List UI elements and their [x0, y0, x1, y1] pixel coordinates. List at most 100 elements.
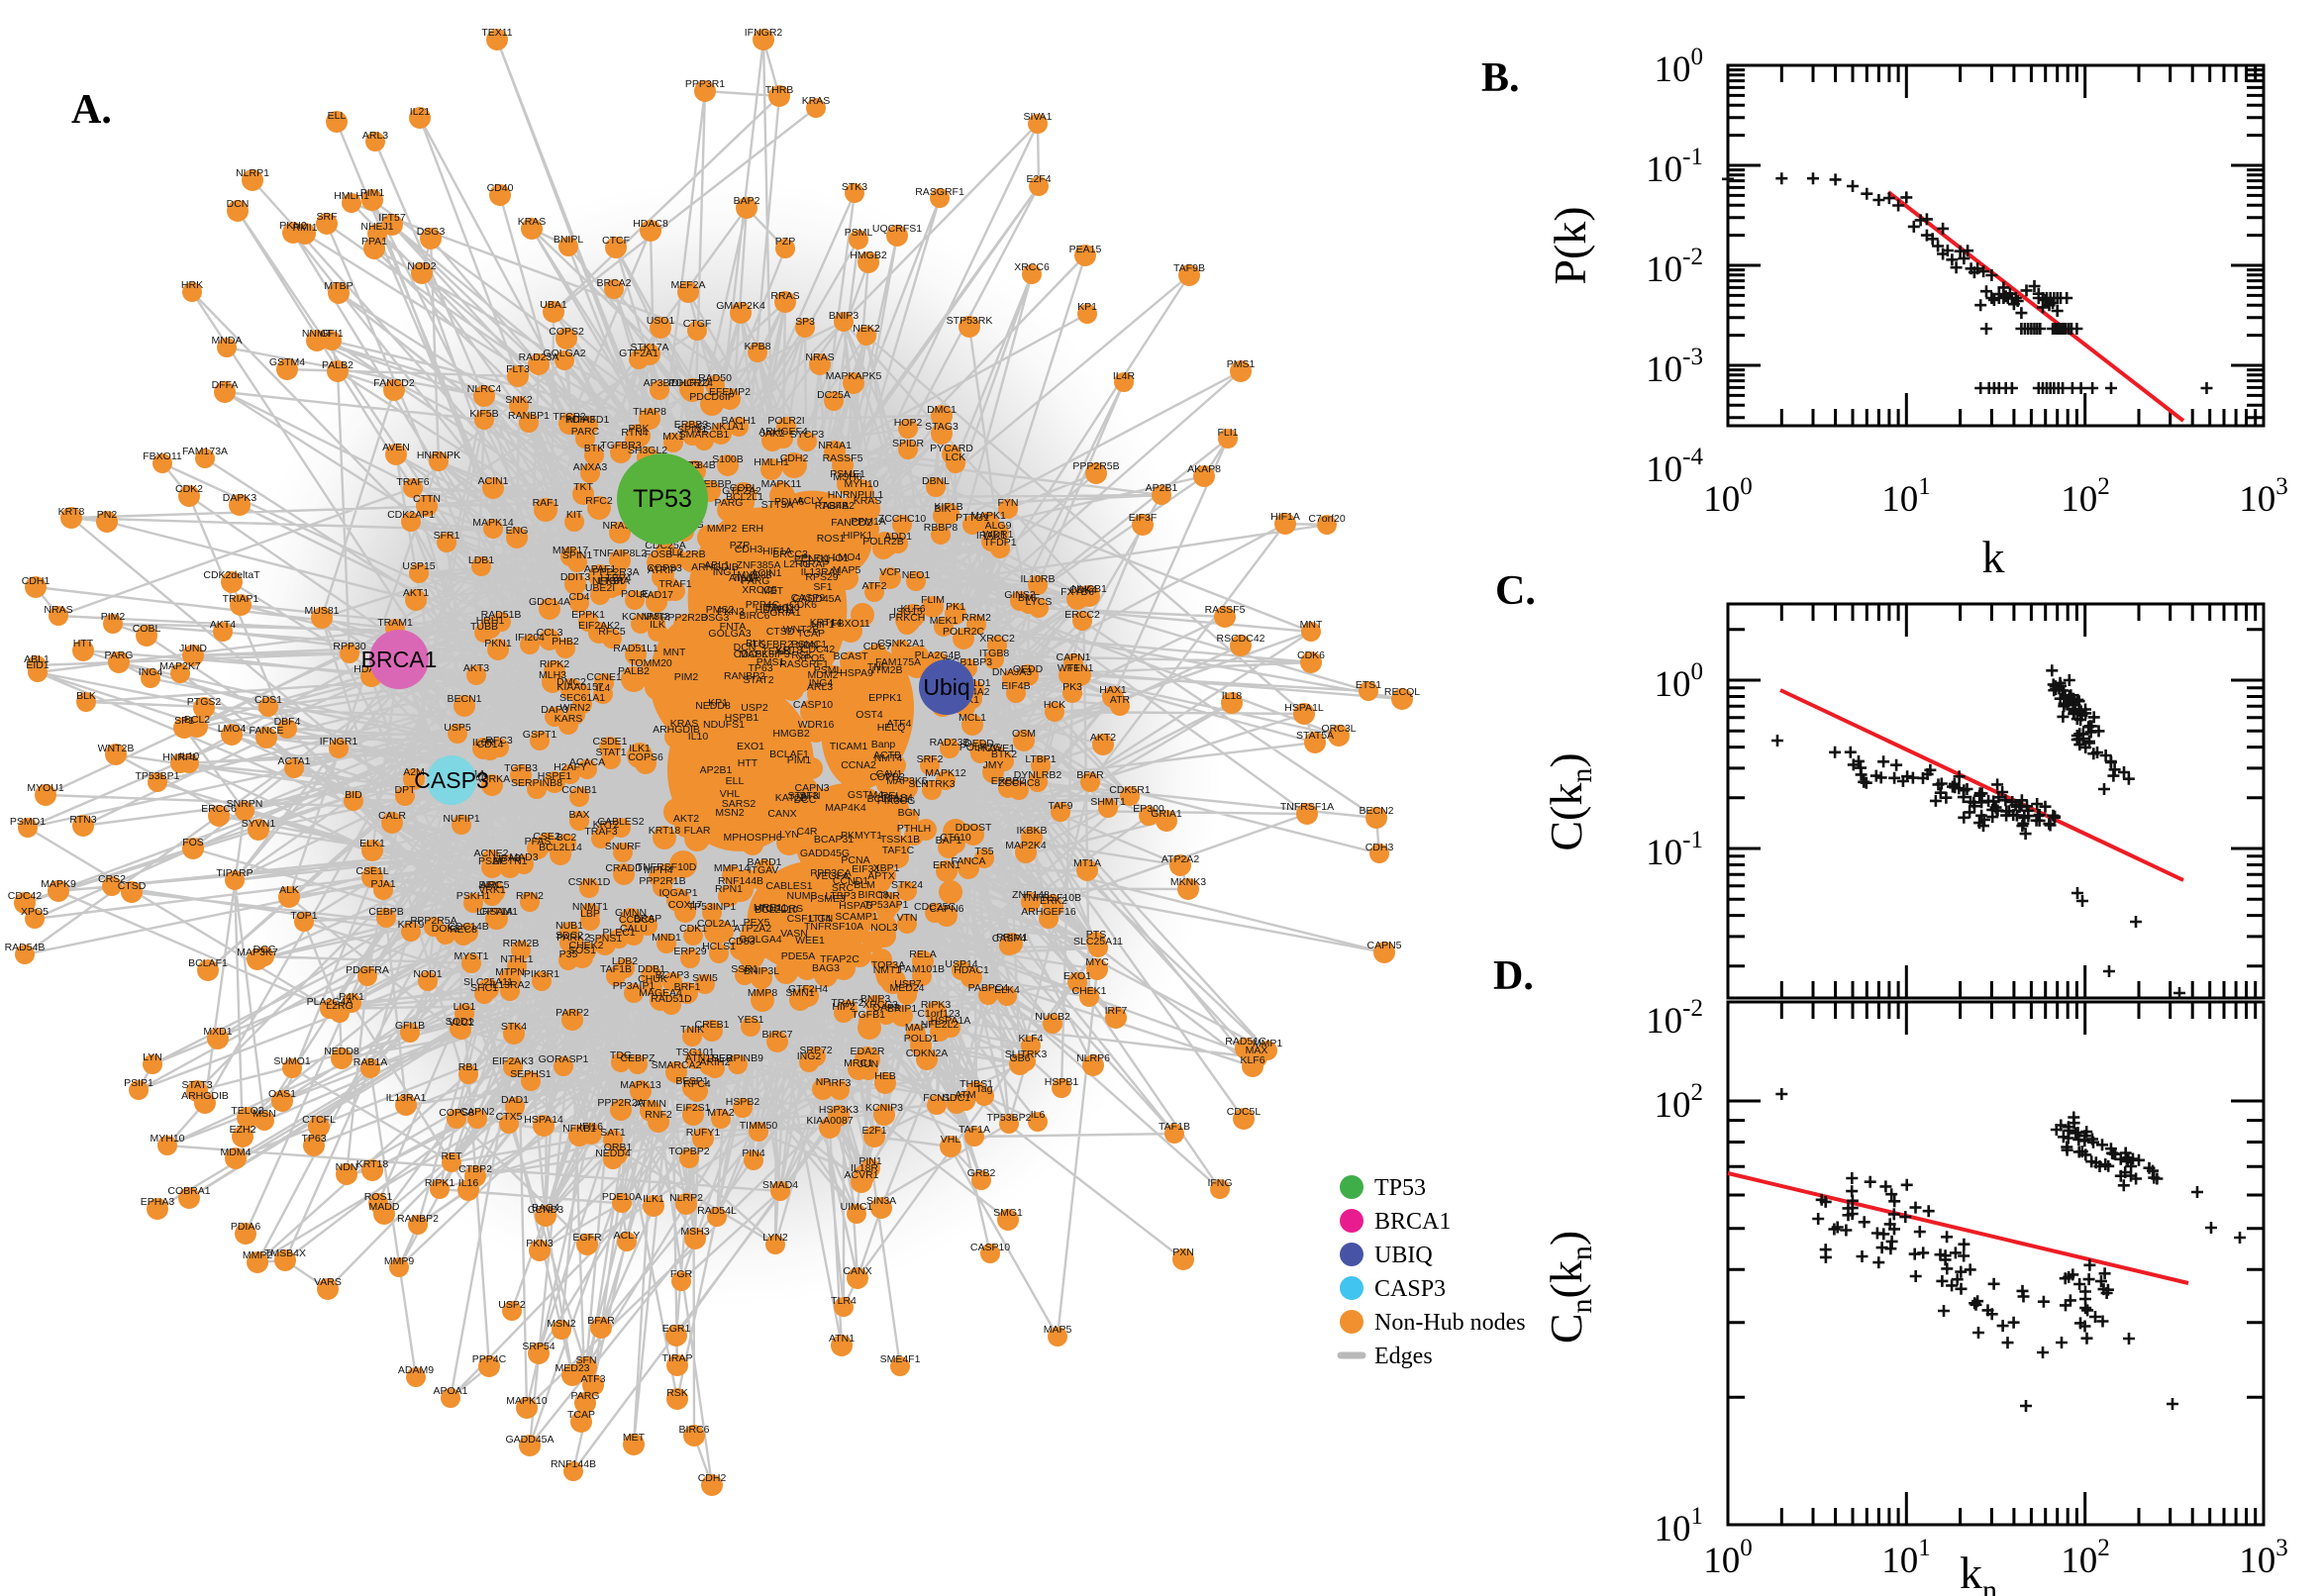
svg-text:PARK2: PARK2 — [556, 932, 590, 944]
svg-text:ARIH2: ARIH2 — [700, 1056, 731, 1068]
svg-text:HSPA14: HSPA14 — [524, 1114, 563, 1126]
svg-text:NR4A1: NR4A1 — [818, 440, 852, 451]
svg-text:PDIA6: PDIA6 — [774, 496, 805, 508]
svg-text:STAT1: STAT1 — [595, 747, 626, 758]
svg-text:ERN1: ERN1 — [933, 859, 960, 871]
svg-text:IL4R: IL4R — [1113, 370, 1136, 382]
svg-text:STK24: STK24 — [891, 879, 923, 891]
svg-text:BAG4: BAG4 — [532, 1202, 559, 1214]
svg-text:RAB1A: RAB1A — [354, 1056, 387, 1068]
svg-text:SHMT1: SHMT1 — [1090, 796, 1126, 808]
svg-text:TIRAP: TIRAP — [662, 1352, 693, 1364]
svg-text:NNMT: NNMT — [302, 328, 333, 340]
svg-text:FLT3: FLT3 — [506, 363, 530, 375]
svg-text:TAF1B: TAF1B — [600, 963, 632, 975]
svg-text:SOS1: SOS1 — [568, 945, 596, 956]
svg-text:ACLY: ACLY — [797, 495, 824, 507]
svg-text:IKBKB: IKBKB — [1017, 825, 1048, 837]
svg-text:MMP14: MMP14 — [714, 862, 750, 874]
svg-text:ELK1: ELK1 — [359, 838, 385, 849]
svg-text:YES1: YES1 — [738, 1014, 764, 1026]
svg-text:CASP4: CASP4 — [992, 933, 1027, 945]
svg-text:ITGAV: ITGAV — [749, 864, 779, 876]
svg-text:ERBB2: ERBB2 — [991, 775, 1026, 787]
svg-text:DDOST: DDOST — [956, 822, 992, 834]
svg-text:BGN: BGN — [898, 807, 921, 819]
svg-text:ARL3: ARL3 — [362, 130, 388, 142]
svg-text:PSML: PSML — [845, 227, 873, 239]
svg-text:RAD51C: RAD51C — [1225, 1036, 1266, 1047]
svg-text:RET: RET — [442, 1150, 463, 1162]
svg-text:CDC42: CDC42 — [801, 644, 836, 655]
svg-text:LMO4: LMO4 — [833, 551, 861, 563]
svg-text:KRAS: KRAS — [854, 495, 882, 507]
svg-text:SP3: SP3 — [795, 316, 815, 328]
svg-text:BRCA1: BRCA1 — [361, 647, 438, 672]
svg-text:BTK: BTK — [584, 443, 604, 454]
svg-text:CT610: CT610 — [940, 832, 971, 844]
svg-text:EXO1: EXO1 — [737, 741, 764, 752]
svg-text:CDK4: CDK4 — [1069, 584, 1097, 596]
svg-text:CTGF: CTGF — [683, 318, 712, 330]
svg-text:GRIA1: GRIA1 — [1151, 808, 1182, 820]
svg-text:MAF: MAF — [905, 1022, 927, 1034]
svg-text:BARD1: BARD1 — [747, 856, 781, 868]
svg-text:MYC: MYC — [1085, 956, 1109, 968]
svg-text:IL13RA1: IL13RA1 — [386, 1092, 427, 1104]
svg-text:ARHGDIB: ARHGDIB — [181, 1090, 229, 1102]
svg-text:CD53: CD53 — [729, 936, 756, 948]
svg-text:BCLAF1: BCLAF1 — [769, 748, 809, 760]
svg-text:WRN2: WRN2 — [560, 702, 591, 714]
svg-text:RAD23A: RAD23A — [519, 351, 559, 363]
svg-text:ERH: ERH — [742, 523, 763, 535]
svg-text:PABPC4: PABPC4 — [968, 982, 1009, 994]
svg-text:PP3AIP1: PP3AIP1 — [613, 980, 656, 992]
svg-text:KIT: KIT — [566, 509, 583, 521]
svg-text:NEK2: NEK2 — [853, 323, 880, 335]
svg-text:PARG: PARG — [715, 497, 744, 509]
svg-text:GOLGA4: GOLGA4 — [739, 934, 781, 946]
svg-text:HDAC11: HDAC11 — [756, 604, 796, 616]
svg-text:ISG15: ISG15 — [893, 606, 923, 618]
svg-text:MAP2K7: MAP2K7 — [159, 660, 201, 672]
svg-text:MUS81: MUS81 — [304, 605, 339, 617]
svg-text:ARHGEF16: ARHGEF16 — [1021, 906, 1076, 918]
svg-text:RSCDC42: RSCDC42 — [1216, 633, 1264, 645]
svg-text:TP53AP1: TP53AP1 — [864, 899, 909, 911]
svg-text:IL21: IL21 — [410, 106, 431, 118]
svg-text:P35: P35 — [559, 948, 578, 960]
svg-text:PFAS: PFAS — [525, 836, 552, 848]
svg-text:PZP: PZP — [730, 540, 750, 551]
svg-text:RAD51D: RAD51D — [651, 993, 692, 1005]
svg-text:PKN2: PKN2 — [279, 220, 307, 232]
svg-text:LIG1: LIG1 — [454, 1001, 476, 1013]
svg-text:TOP3A: TOP3A — [871, 959, 905, 971]
svg-text:Banp: Banp — [871, 739, 896, 750]
svg-text:CRADD: CRADD — [605, 862, 643, 874]
svg-text:BCAP31: BCAP31 — [814, 834, 854, 846]
svg-text:ACTB: ACTB — [873, 749, 901, 761]
svg-text:VRK1: VRK1 — [478, 884, 506, 896]
svg-text:RANBP1: RANBP1 — [508, 410, 550, 422]
svg-text:FNTA: FNTA — [720, 621, 747, 633]
svg-text:SUMO1: SUMO1 — [273, 1055, 311, 1067]
svg-text:BAX: BAX — [568, 809, 589, 821]
svg-text:TCAP: TCAP — [567, 1409, 595, 1421]
svg-text:MYH10: MYH10 — [844, 478, 878, 490]
svg-text:PPP2R5A: PPP2R5A — [410, 915, 456, 927]
svg-text:SLC25A11: SLC25A11 — [463, 976, 513, 988]
svg-text:MSH6: MSH6 — [833, 471, 861, 483]
svg-text:HMLH1: HMLH1 — [334, 190, 369, 202]
svg-text:FANCA: FANCA — [951, 855, 985, 867]
svg-text:NUB1: NUB1 — [556, 920, 583, 932]
svg-text:P(k): P(k) — [1545, 206, 1595, 284]
svg-text:COPS3: COPS3 — [647, 562, 682, 574]
svg-text:TP53BP1: TP53BP1 — [136, 770, 180, 782]
svg-text:LCK: LCK — [946, 451, 965, 463]
svg-text:HMGB2: HMGB2 — [850, 249, 887, 261]
svg-text:LIG4: LIG4 — [809, 913, 832, 925]
svg-text:MAX: MAX — [1246, 1045, 1268, 1056]
svg-text:MMP8: MMP8 — [748, 987, 777, 999]
svg-text:UBA1: UBA1 — [540, 299, 567, 311]
svg-text:BCAST: BCAST — [833, 650, 868, 662]
